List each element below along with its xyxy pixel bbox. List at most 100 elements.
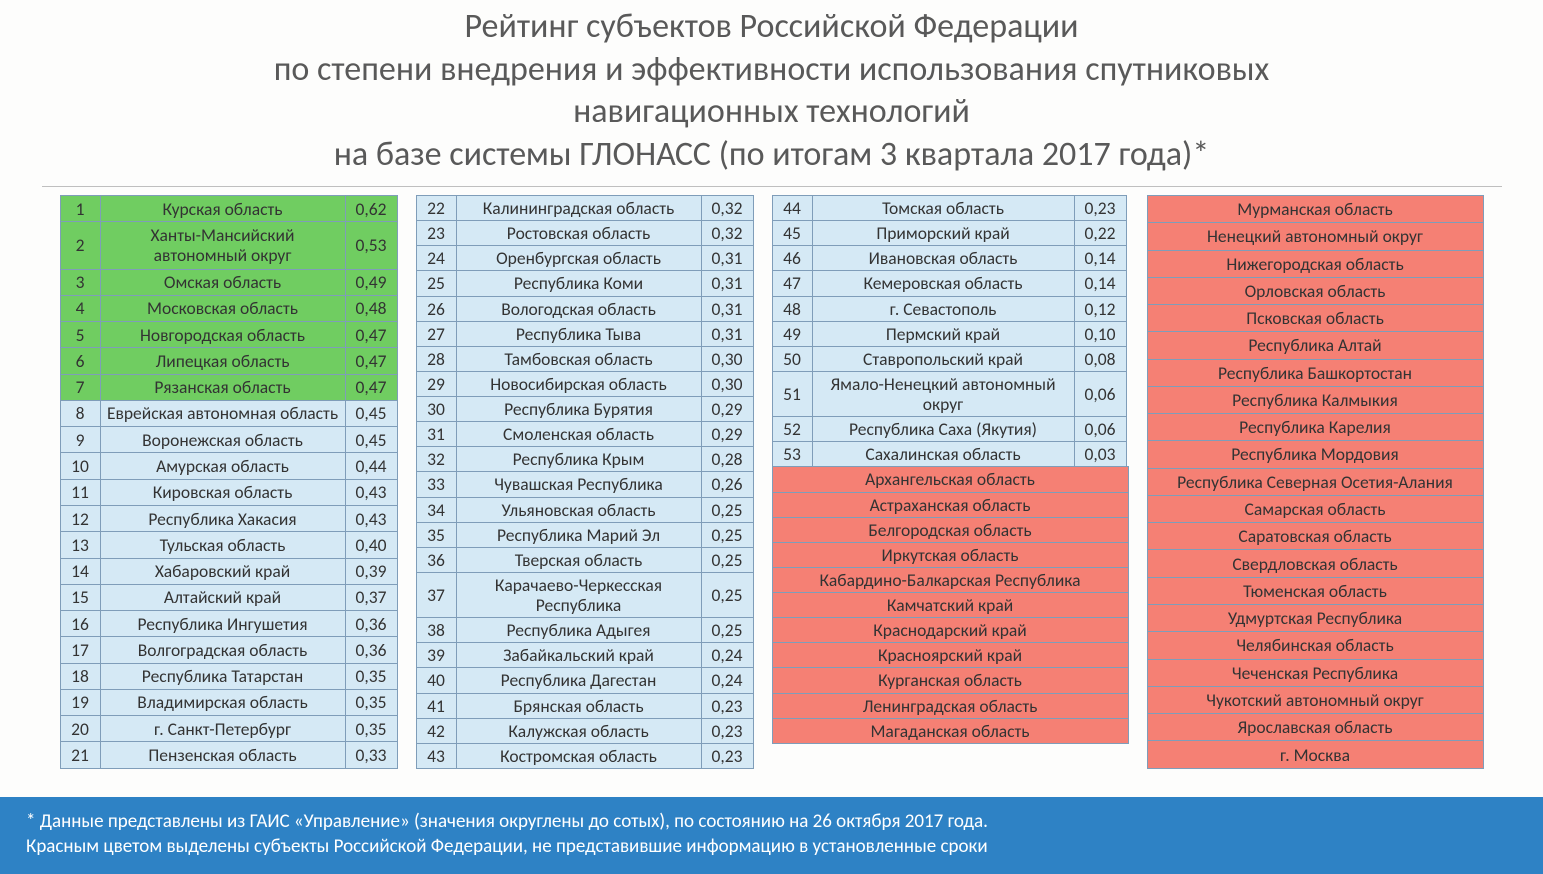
value-cell: 0,23 xyxy=(1074,196,1126,221)
name-cell: Сахалинская область xyxy=(812,442,1074,467)
value-cell: 0,30 xyxy=(701,346,753,371)
name-cell: Рязанская область xyxy=(100,374,345,400)
name-cell: Архангельская область xyxy=(772,467,1128,492)
name-cell: Вологодская область xyxy=(456,296,701,321)
rank-cell: 4 xyxy=(60,295,100,321)
value-cell: 0,40 xyxy=(345,532,397,558)
value-cell: 0,29 xyxy=(701,422,753,447)
table-row: Архангельская область xyxy=(772,467,1128,492)
table-row: Орловская область xyxy=(1147,277,1483,304)
table-row: Ленинградская область xyxy=(772,693,1128,718)
name-cell: Кировская область xyxy=(100,479,345,505)
value-cell: 0,43 xyxy=(345,505,397,531)
rank-cell: 41 xyxy=(416,693,456,718)
name-cell: Костромская область xyxy=(456,743,701,768)
table-row: Республика Мордовия xyxy=(1147,441,1483,468)
value-cell: 0,14 xyxy=(1074,246,1126,271)
value-cell: 0,12 xyxy=(1074,296,1126,321)
rank-cell: 30 xyxy=(416,397,456,422)
table-row: 25 Республика Коми 0,31 xyxy=(416,271,753,296)
name-cell: Республика Карелия xyxy=(1147,414,1483,441)
rank-cell: 31 xyxy=(416,422,456,447)
table-row: Республика Алтай xyxy=(1147,332,1483,359)
name-cell: Чукотский автономный округ xyxy=(1147,686,1483,713)
table-row: 43 Костромская область 0,23 xyxy=(416,743,753,768)
table-row: 49 Пермский край 0,10 xyxy=(772,321,1126,346)
name-cell: Хабаровский край xyxy=(100,558,345,584)
rank-cell: 17 xyxy=(60,637,100,663)
table-row: 13 Тульская область 0,40 xyxy=(60,532,397,558)
value-cell: 0,08 xyxy=(1074,346,1126,371)
name-cell: Омская область xyxy=(100,269,345,295)
table-row: 24 Оренбургская область 0,31 xyxy=(416,246,753,271)
table-row: 52 Республика Саха (Якутия) 0,06 xyxy=(772,417,1126,442)
rank-cell: 46 xyxy=(772,246,812,271)
rank-cell: 50 xyxy=(772,346,812,371)
value-cell: 0,31 xyxy=(701,296,753,321)
rank-cell: 42 xyxy=(416,718,456,743)
ranking-columns: 1 Курская область 0,62 2 Ханты-Мансийски… xyxy=(0,195,1543,769)
rank-cell: 26 xyxy=(416,296,456,321)
name-cell: Чувашская Республика xyxy=(456,472,701,497)
red-list-1: Архангельская область Астраханская облас… xyxy=(772,466,1129,743)
value-cell: 0,39 xyxy=(345,558,397,584)
name-cell: Курганская область xyxy=(772,668,1128,693)
page-title: Рейтинг субъектов Российской Федерации п… xyxy=(0,0,1543,182)
value-cell: 0,25 xyxy=(701,618,753,643)
value-cell: 0,32 xyxy=(701,221,753,246)
table-row: 12 Республика Хакасия 0,43 xyxy=(60,505,397,531)
name-cell: Владимирская область xyxy=(100,689,345,715)
name-cell: Республика Адыгея xyxy=(456,618,701,643)
value-cell: 0,32 xyxy=(701,196,753,221)
table-row: 9 Воронежская область 0,45 xyxy=(60,427,397,453)
name-cell: Республика Северная Осетия-Алания xyxy=(1147,468,1483,495)
table-row: 48 г. Севастополь 0,12 xyxy=(772,296,1126,321)
table-row: 6 Липецкая область 0,47 xyxy=(60,348,397,374)
table-row: Республика Северная Осетия-Алания xyxy=(1147,468,1483,495)
name-cell: Пермский край xyxy=(812,321,1074,346)
table-row: 33 Чувашская Республика 0,26 xyxy=(416,472,753,497)
column-3: 44 Томская область 0,23 45 Приморский кр… xyxy=(772,195,1129,769)
name-cell: Пензенская область xyxy=(100,742,345,769)
rank-cell: 15 xyxy=(60,584,100,610)
name-cell: Еврейская автономная область xyxy=(100,400,345,426)
name-cell: Новосибирская область xyxy=(456,371,701,396)
name-cell: Камчатский край xyxy=(772,593,1128,618)
rank-cell: 37 xyxy=(416,572,456,617)
table-row: 17 Волгоградская область 0,36 xyxy=(60,637,397,663)
value-cell: 0,10 xyxy=(1074,321,1126,346)
rank-cell: 27 xyxy=(416,321,456,346)
name-cell: Курская область xyxy=(100,196,345,222)
table-row: 16 Республика Ингушетия 0,36 xyxy=(60,611,397,637)
rank-cell: 47 xyxy=(772,271,812,296)
value-cell: 0,33 xyxy=(345,742,397,769)
name-cell: Республика Крым xyxy=(456,447,701,472)
table-row: 44 Томская область 0,23 xyxy=(772,196,1126,221)
rank-cell: 21 xyxy=(60,742,100,769)
table-row: 11 Кировская область 0,43 xyxy=(60,479,397,505)
table-row: Кабардино-Балкарская Республика xyxy=(772,567,1128,592)
table-row: 1 Курская область 0,62 xyxy=(60,196,397,222)
rank-cell: 19 xyxy=(60,689,100,715)
table-row: Белгородская область xyxy=(772,517,1128,542)
name-cell: Калининградская область xyxy=(456,196,701,221)
footnote-line: * Данные представлены из ГАИС «Управлени… xyxy=(26,809,1517,835)
name-cell: Ямало-Ненецкий автономный округ xyxy=(812,371,1074,416)
rank-cell: 3 xyxy=(60,269,100,295)
ranking-table-2: 22 Калининградская область 0,32 23 Росто… xyxy=(416,195,754,769)
name-cell: Иркутская область xyxy=(772,542,1128,567)
rank-cell: 34 xyxy=(416,497,456,522)
title-line: навигационных технологий xyxy=(20,91,1523,134)
rank-cell: 10 xyxy=(60,453,100,479)
table-row: 31 Смоленская область 0,29 xyxy=(416,422,753,447)
name-cell: Республика Ингушетия xyxy=(100,611,345,637)
rank-cell: 16 xyxy=(60,611,100,637)
name-cell: Республика Калмыкия xyxy=(1147,386,1483,413)
rank-cell: 45 xyxy=(772,221,812,246)
table-row: 35 Республика Марий Эл 0,25 xyxy=(416,522,753,547)
name-cell: Краснодарский край xyxy=(772,618,1128,643)
rank-cell: 23 xyxy=(416,221,456,246)
value-cell: 0,47 xyxy=(345,348,397,374)
name-cell: Амурская область xyxy=(100,453,345,479)
name-cell: Ставропольский край xyxy=(812,346,1074,371)
